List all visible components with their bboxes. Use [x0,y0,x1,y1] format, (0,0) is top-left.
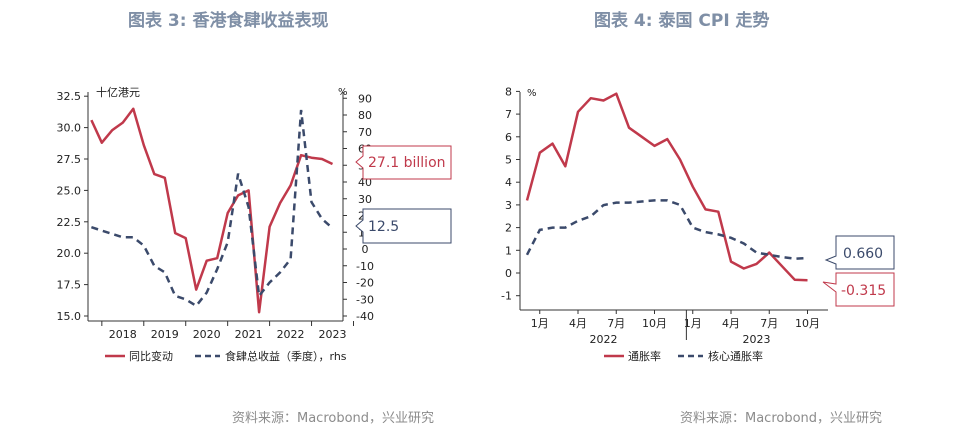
left-right-unit-label: % [338,87,348,98]
left-x-tick-label: 2021 [235,328,263,341]
left-callout-red: 27.1 billion [368,155,446,171]
left-y-tick-label: 27.5 [57,153,82,166]
right-x-year-label: 2023 [743,333,771,346]
left-legend-red-label: 同比变动 [129,349,173,363]
left-x-tick-label: 2023 [319,328,347,341]
left-x-tick-label: 2020 [193,328,221,341]
right-x-tick-label: 4月 [569,317,587,330]
left-legend-navy-label: 食肆总收益（季度），rhs [225,349,347,363]
right-unit-label: % [527,88,537,99]
right-x-tick-label: 7月 [760,317,778,330]
left-callout-red-box [355,145,452,180]
left-y-tick-label: 20.0 [57,247,82,260]
right-y-tick-label: 70 [358,126,372,139]
left-y-tick-label: 25.0 [57,184,82,197]
left-source-note: 资料来源：Macrobond，兴业研究 [232,411,435,426]
left-chart: 2018 2019 2020 2021 2022 2023 15.0 17.5 20.0 22.… [57,85,452,363]
left-series-revenue-line [91,109,334,308]
right-chart-y-tick-label: 2 [505,222,512,235]
right-legend-navy-label: 核心通胀率 [708,349,763,363]
right-chart-y-tick-label: 4 [505,176,512,189]
left-x-tick-label: 2022 [277,328,305,341]
right-y-tick-label: 80 [358,109,372,122]
right-callout-red-box [822,272,895,307]
left-x-tick-label: 2019 [151,328,179,341]
right-chart-y-tick-label: -1 [501,290,512,303]
right-callout-navy-box [824,235,895,270]
right-y-tick-label: -30 [356,293,374,306]
right-chart-title: 图表 4: 泰国 CPI 走势 [594,11,770,31]
right-y-tick-label: 0 [362,243,369,256]
right-x-tick-label: 1月 [531,317,549,330]
right-source-note: 资料来源：Macrobond，兴业研究 [680,411,883,426]
right-chart-y-tick-label: 0 [505,267,512,280]
left-unit-label: 十亿港元 [96,85,140,99]
right-x-year-label: 2022 [590,333,618,346]
right-x-tick-label: 10月 [795,317,820,330]
left-series-yoy-line [90,107,334,314]
right-chart-y-tick-label: 7 [505,108,512,121]
left-chart-title: 图表 3: 香港食肆收益表现 [128,11,329,31]
left-y-tick-label: 15.0 [57,310,82,323]
right-chart-y-tick-label: 3 [505,199,512,212]
left-y-tick-label: 30.0 [57,122,82,135]
right-series-core-inflation-line [525,199,808,260]
right-chart-y-tick-label: 1 [505,244,512,257]
left-callout-navy: 12.5 [368,219,399,235]
right-y-tick-label: -20 [356,277,374,290]
right-y-tick-label: 30 [358,193,372,206]
right-x-tick-label: 7月 [607,317,625,330]
right-chart: 1月 4月 7月 10月 1月 4月 7月 10月 2022 2023 -1 0 1 2 3 4 5 6 7 8 %… [501,85,895,363]
right-callout-red: -0.315 [841,283,886,299]
right-x-tick-label: 4月 [722,317,740,330]
right-callout-navy: 0.660 [843,246,883,262]
left-x-tick-label: 2018 [109,328,137,341]
right-y-tick-label: -10 [356,260,374,273]
right-legend-red-label: 通胀率 [628,349,661,363]
right-series-inflation-line [525,92,808,282]
right-chart-y-tick-label: 6 [505,131,512,144]
right-x-tick-label: 1月 [684,317,702,330]
right-chart-y-tick-label: 8 [505,85,512,98]
right-y-tick-label: -40 [356,310,374,323]
right-y-tick-label: 90 [358,92,372,105]
left-y-tick-label: 17.5 [57,279,82,292]
right-chart-y-tick-label: 5 [505,154,512,167]
left-y-tick-label: 22.5 [57,216,82,229]
left-y-tick-label: 32.5 [57,90,82,103]
left-callout-navy-box [355,208,452,244]
right-x-tick-label: 10月 [642,317,667,330]
